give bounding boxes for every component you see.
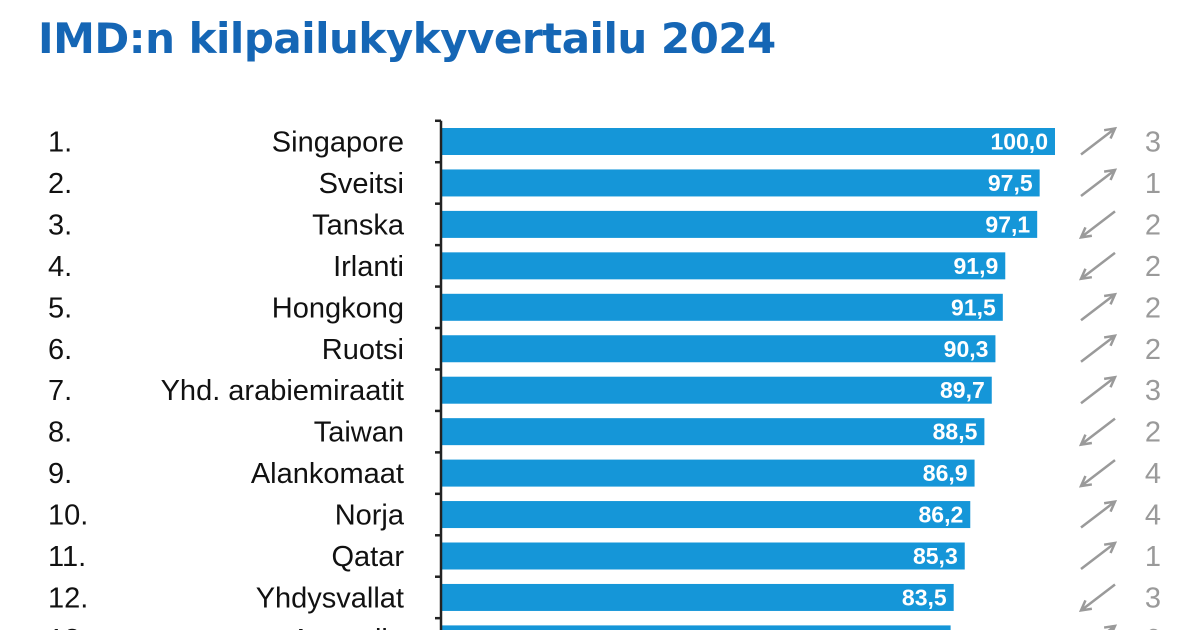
country-label: Irlanti xyxy=(333,251,404,283)
country-label: Ruotsi xyxy=(322,334,404,366)
bar xyxy=(441,252,1006,280)
rank-label: 3. xyxy=(48,209,72,241)
bar xyxy=(441,169,1040,197)
arrow-down-icon xyxy=(1078,210,1116,239)
rank-label: 4. xyxy=(48,251,72,283)
bar xyxy=(441,501,971,529)
bar xyxy=(441,459,975,487)
arrow-up-icon xyxy=(1080,541,1118,570)
value-label: 88,5 xyxy=(933,419,978,445)
rank-label: 13. xyxy=(48,624,88,630)
rank-change-label: 3 xyxy=(1145,375,1161,407)
rank-label: 5. xyxy=(48,292,72,324)
rank-label: 1. xyxy=(48,127,72,159)
value-label: 100,0 xyxy=(990,129,1048,155)
arrow-up-icon xyxy=(1080,375,1118,405)
arrow-down-icon xyxy=(1078,583,1116,613)
value-label: 90,3 xyxy=(944,336,989,362)
country-label: Norja xyxy=(335,500,405,532)
bar xyxy=(441,210,1038,238)
value-label: 91,5 xyxy=(951,294,996,320)
rank-change-label: 3 xyxy=(1145,127,1161,159)
value-label: 89,7 xyxy=(940,377,985,403)
arrow-up-icon xyxy=(1080,334,1118,363)
rank-change-label: 6 xyxy=(1145,624,1161,630)
value-label: 91,9 xyxy=(954,253,999,279)
rank-change-label: 2 xyxy=(1145,209,1161,241)
rank-change-label: 2 xyxy=(1145,417,1161,449)
arrow-up-icon xyxy=(1080,292,1118,322)
rank-label: 12. xyxy=(48,582,88,614)
country-label: Australia xyxy=(291,624,405,630)
country-label: Sveitsi xyxy=(319,168,404,200)
country-label: Qatar xyxy=(331,541,404,573)
chart-title: IMD:n kilpailukykyvertailu 2024 xyxy=(38,14,776,63)
arrow-up-icon xyxy=(1080,126,1118,156)
arrow-up-icon xyxy=(1080,168,1118,197)
bar xyxy=(441,418,985,446)
rank-change-label: 4 xyxy=(1145,500,1161,532)
bar xyxy=(441,376,992,404)
bar xyxy=(441,335,996,363)
rank-change-label: 3 xyxy=(1145,582,1161,614)
rank-label: 11. xyxy=(48,541,86,573)
country-label: Alankomaat xyxy=(251,458,404,490)
rank-change-label: 2 xyxy=(1145,334,1161,366)
value-label: 85,3 xyxy=(913,543,958,569)
value-label: 97,1 xyxy=(985,211,1030,237)
bar xyxy=(441,128,1055,155)
rank-label: 8. xyxy=(48,417,72,449)
country-label: Taiwan xyxy=(314,417,404,449)
bar xyxy=(441,583,954,611)
rank-change-label: 2 xyxy=(1145,251,1161,283)
rank-label: 10. xyxy=(48,500,88,532)
country-label: Hongkong xyxy=(272,292,404,324)
bar xyxy=(441,293,1003,321)
country-label: Yhd. arabiemiraatit xyxy=(161,375,404,407)
arrow-down-icon xyxy=(1078,251,1116,281)
arrow-up-icon xyxy=(1103,624,1118,630)
rank-label: 9. xyxy=(48,458,72,490)
value-label: 86,2 xyxy=(919,502,964,528)
country-label: Singapore xyxy=(272,127,404,159)
rank-change-label: 4 xyxy=(1145,458,1161,490)
rank-label: 6. xyxy=(48,334,72,366)
country-label: Tanska xyxy=(312,209,405,241)
value-label: 86,9 xyxy=(923,460,968,486)
country-label: Yhdysvallat xyxy=(256,582,404,614)
bar xyxy=(441,542,965,570)
rank-change-label: 2 xyxy=(1145,292,1161,324)
value-label: 83,5 xyxy=(902,584,947,610)
value-label: 97,5 xyxy=(988,170,1033,196)
rank-label: 2. xyxy=(48,168,72,200)
arrow-down-icon xyxy=(1078,417,1116,447)
rank-change-label: 1 xyxy=(1145,168,1161,200)
rank-change-label: 1 xyxy=(1145,541,1161,573)
arrow-up-icon xyxy=(1080,499,1118,529)
rank-label: 7. xyxy=(48,375,72,407)
arrow-down-icon xyxy=(1078,459,1116,488)
bar xyxy=(441,625,951,630)
